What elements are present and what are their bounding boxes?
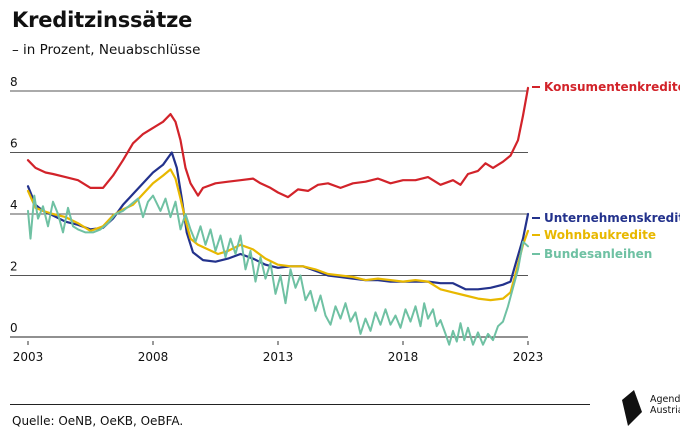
source-note: Quelle: OeNB, OeKB, OeBFA. (12, 414, 184, 428)
x-tick-label-2023: 2023 (513, 350, 544, 364)
series-line-unternehmenskredite (26, 151, 530, 291)
legend-label-konsumentenkredite: Konsumentenkredite (544, 80, 680, 94)
logo-text: Agenda Austria (650, 394, 680, 416)
logo-line-1: Agenda (650, 394, 680, 405)
x-tick-label-2013: 2013 (263, 350, 294, 364)
logo-line-2: Austria (650, 405, 680, 416)
y-tick-label-2: 2 (10, 260, 18, 274)
series-line-konsumentenkredite (26, 86, 530, 199)
chart-title: Kreditzinssätze (12, 8, 193, 32)
agenda-austria-logo-icon (622, 390, 642, 426)
y-tick-label-0: 0 (10, 321, 18, 335)
footer-divider (10, 404, 590, 405)
x-tick-label-2008: 2008 (138, 350, 169, 364)
x-tick-label-2018: 2018 (388, 350, 419, 364)
legend-label-bundesanleihen: Bundesanleihen (544, 247, 652, 261)
y-tick-label-4: 4 (10, 198, 18, 212)
legend-label-wohnbaukredite: Wohnbaukredite (544, 228, 656, 242)
y-tick-label-6: 6 (10, 137, 18, 151)
y-tick-label-8: 8 (10, 75, 18, 89)
chart-subtitle: – in Prozent, Neuabschlüsse (12, 42, 201, 58)
series-line-bundesanleihen (27, 194, 529, 346)
legend-label-unternehmenskredite: Unternehmenskredite (544, 211, 680, 225)
series-line-wohnbaukredite (26, 168, 530, 302)
x-tick-label-2003: 2003 (13, 350, 44, 364)
